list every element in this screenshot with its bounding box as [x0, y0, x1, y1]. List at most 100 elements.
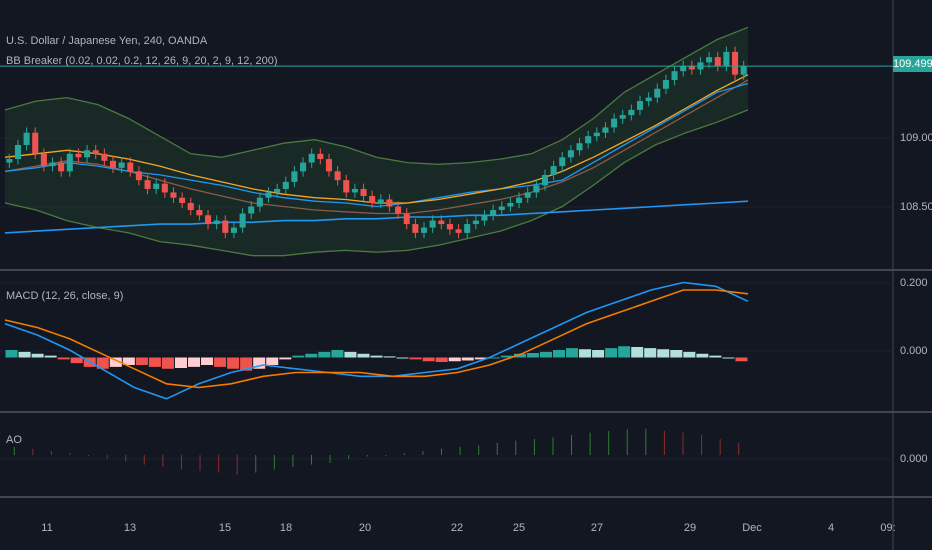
ao-bar — [571, 435, 573, 455]
macd-histogram-bar — [318, 351, 331, 358]
macd-histogram-bar — [448, 357, 461, 362]
macd-histogram-bar — [240, 357, 253, 371]
ao-bar — [143, 455, 145, 465]
candle — [723, 51, 730, 66]
macd-histogram-bar — [474, 357, 487, 360]
ao-bar — [218, 455, 220, 473]
ao-bar — [329, 455, 331, 463]
ao-bar — [88, 455, 90, 456]
candle — [567, 150, 574, 158]
macd-histogram-bar — [70, 357, 83, 364]
ao-bar — [515, 440, 517, 455]
candle — [516, 197, 523, 203]
macd-histogram-bar — [253, 357, 266, 369]
x-tick-label: 4 — [827, 522, 835, 534]
candle — [23, 132, 30, 145]
macd-histogram-bar — [331, 350, 344, 358]
macd-histogram-bar — [57, 357, 70, 360]
candle — [40, 153, 47, 167]
ao-bar — [32, 448, 34, 455]
candle — [274, 188, 281, 193]
bb-breaker-label[interactable]: BB Breaker (0.02, 0.02, 0.2, 12, 26, 9, … — [6, 55, 278, 67]
candle — [325, 159, 333, 172]
candle — [455, 229, 462, 233]
candle — [420, 227, 428, 233]
macd-histogram-bar — [735, 357, 748, 362]
candle — [49, 162, 56, 167]
macd-histogram-bar — [566, 348, 579, 358]
candle — [343, 180, 350, 193]
candle — [559, 157, 566, 167]
macd-histogram-bar — [214, 357, 227, 367]
ao-bar — [682, 432, 684, 455]
candle — [619, 115, 626, 119]
ao-bar — [385, 455, 387, 456]
candle — [334, 171, 341, 181]
candle — [464, 224, 471, 233]
candle — [490, 210, 497, 216]
ao-bar — [478, 445, 480, 455]
candle — [395, 206, 402, 214]
macd-histogram-bar — [161, 357, 174, 369]
macd-label[interactable]: MACD (12, 26, close, 9) — [6, 290, 124, 302]
ao-bar — [310, 455, 312, 465]
macd-histogram-bar — [435, 357, 448, 362]
macd-histogram-bar — [670, 350, 683, 358]
candle — [239, 213, 246, 228]
ao-bar — [626, 429, 628, 455]
candle — [524, 192, 531, 198]
macd-histogram-bar — [487, 357, 500, 359]
ao-bar — [533, 439, 535, 455]
macd-histogram-bar — [644, 348, 657, 358]
candle — [706, 57, 713, 63]
macd-histogram-bar — [31, 353, 44, 358]
candle — [127, 162, 134, 172]
candle — [369, 195, 376, 203]
ao-bar — [162, 455, 164, 467]
ao-label[interactable]: AO — [6, 434, 22, 446]
ao-bar — [50, 451, 52, 455]
ao-bar — [125, 455, 127, 462]
macd-histogram-bar — [174, 357, 187, 368]
macd-histogram-bar — [722, 357, 735, 359]
macd-histogram-bar — [696, 353, 709, 358]
candle — [222, 220, 229, 233]
y-tick-macd-1: 0.200 — [900, 277, 928, 289]
candle — [550, 166, 557, 175]
macd-line — [4, 281, 749, 400]
ao-bar — [589, 432, 591, 455]
ao-bar — [236, 455, 238, 475]
macd-histogram-bar — [357, 353, 370, 358]
candle — [351, 188, 358, 193]
ao-bar — [738, 443, 740, 455]
candle — [14, 145, 21, 160]
macd-histogram-bar — [135, 357, 148, 365]
macd-histogram-bar — [592, 350, 605, 358]
candle — [593, 132, 600, 137]
macd-histogram-bar — [618, 346, 631, 358]
candle — [481, 215, 488, 221]
candle — [135, 171, 142, 181]
candle — [84, 150, 91, 158]
x-tick-label: 11 — [41, 522, 53, 534]
candle — [92, 150, 99, 154]
macd-histogram-bar — [266, 357, 279, 365]
ao-bar — [403, 453, 405, 455]
candle — [153, 183, 160, 189]
ao-bar — [106, 455, 108, 459]
candle — [230, 227, 237, 233]
candle — [187, 202, 194, 211]
candle — [300, 162, 307, 172]
ao-bar — [459, 447, 461, 455]
candle — [179, 197, 186, 203]
symbol-title: U.S. Dollar / Japanese Yen, 240, OANDA — [6, 35, 208, 47]
candle — [265, 192, 272, 198]
candle — [533, 185, 540, 193]
candle — [602, 127, 609, 133]
ao-bar — [273, 455, 275, 470]
macd-histogram-bar — [383, 356, 396, 358]
candle — [507, 202, 514, 207]
macd-histogram-bar — [539, 351, 552, 358]
candle — [541, 174, 548, 186]
